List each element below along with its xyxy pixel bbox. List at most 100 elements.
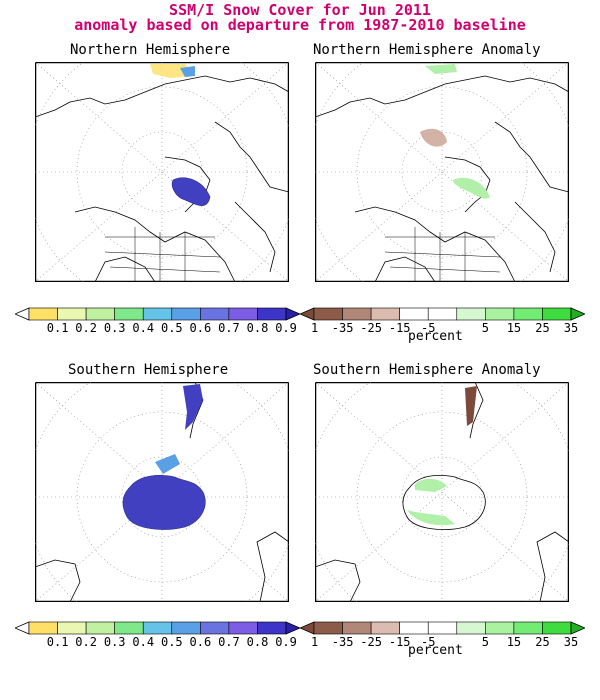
colorbar-tick-label: -5	[421, 321, 436, 335]
colorbar-tick-label: 15	[506, 635, 522, 649]
colorbar-tick-label: 0.3	[103, 321, 126, 335]
colorbar-tick-label: -25	[360, 635, 382, 649]
colorbar-swatch	[171, 307, 201, 321]
colorbar-swatch	[200, 621, 230, 635]
coastlines	[315, 75, 569, 282]
colorbar-snow-cover	[15, 307, 300, 321]
colorbar-tick-label: -15	[388, 321, 411, 335]
colorbar-tick-label: 0.2	[75, 635, 97, 649]
colorbar-swatch	[399, 307, 429, 321]
panel-title-nh-anomaly: Northern Hemisphere Anomaly	[313, 42, 541, 58]
colorbar-tick-label: -35	[331, 635, 354, 649]
colorbar-swatch	[171, 621, 201, 635]
snow-cover-peninsula	[155, 454, 180, 474]
colorbar-swatch	[28, 621, 58, 635]
colorbar-tick-label: 5	[481, 321, 489, 335]
colorbar-tick-label: 0.9	[275, 321, 297, 335]
colorbar-swatch	[456, 621, 486, 635]
anomaly-positive-antarctica-north	[415, 478, 447, 492]
colorbar-swatch	[142, 307, 173, 321]
colorbar-tick-label: 5	[481, 635, 489, 649]
colorbar-swatch	[427, 307, 458, 321]
colorbar-tick-label: -15	[388, 635, 411, 649]
colorbar-swatch	[399, 621, 429, 635]
colorbar-swatch	[485, 307, 515, 321]
panel-title-nh: Northern Hemisphere	[70, 42, 231, 58]
colorbar-unit-nh: percent	[408, 329, 463, 344]
map-southern-hemisphere	[35, 382, 289, 602]
colorbar-tick-label: 0.7	[218, 321, 240, 335]
colorbar-swatch	[485, 621, 515, 635]
colorbar-swatch	[85, 621, 115, 635]
anomaly-negative-andes	[465, 386, 477, 426]
colorbar-anomaly	[300, 307, 585, 321]
colorbar-tick-label: -5	[421, 635, 436, 649]
colorbar-arrow-high	[570, 307, 585, 321]
colorbar-tick-label: 0.4	[132, 321, 155, 335]
colorbar-tick-label: 0.4	[132, 635, 155, 649]
colorbar-arrow-low	[15, 307, 30, 321]
panel-title-sh: Southern Hemisphere	[68, 362, 229, 378]
colorbar-tick-label: -25	[360, 321, 382, 335]
colorbar-swatch	[542, 307, 572, 321]
political-boundaries	[104, 227, 221, 282]
colorbar-tick-label: 35	[563, 321, 579, 335]
graticule	[315, 382, 569, 602]
colorbar-arrow-high	[285, 307, 300, 321]
colorbar-swatch	[313, 307, 343, 321]
colorbar-swatch	[456, 307, 486, 321]
colorbar-tick-label: 1	[310, 321, 319, 335]
colorbar-swatch	[427, 621, 458, 635]
colorbar-arrow-low	[15, 621, 30, 635]
snow-cover-andes	[183, 384, 203, 430]
figure-title: SSM/I Snow Cover for Jun 2011	[169, 1, 431, 19]
colorbar-tick-label: 0.6	[189, 321, 212, 335]
colorbar-tick-label: 1	[310, 635, 319, 649]
colorbar-swatch	[57, 621, 87, 635]
anomaly-positive-antarctica-south	[407, 510, 455, 526]
colorbar-swatch	[114, 307, 144, 321]
colorbar-swatch	[257, 307, 287, 321]
colorbar-tick-label: 25	[535, 635, 550, 649]
colorbar-anomaly-sh	[300, 621, 585, 635]
colorbar-swatch	[542, 621, 572, 635]
colorbar-swatch	[513, 621, 543, 635]
colorbar-tick-label: 0.7	[218, 635, 240, 649]
colorbar-swatch	[513, 307, 543, 321]
colorbar-tick-label: 0.2	[75, 321, 97, 335]
colorbar-swatch	[228, 307, 258, 321]
colorbar-tick-label: 0.5	[160, 635, 183, 649]
colorbar-tick-label: 35	[563, 635, 579, 649]
colorbar-swatch	[142, 621, 173, 635]
colorbar-tick-label: 0.6	[189, 635, 212, 649]
graticule	[315, 62, 569, 282]
colorbar-tick-label: -35	[331, 321, 354, 335]
colorbar-swatch	[28, 307, 58, 321]
map-northern-hemisphere-anomaly	[315, 62, 569, 282]
anomaly-negative-siberia	[420, 128, 447, 147]
colorbar-tick-label: 0.8	[246, 321, 269, 335]
colorbar-arrow-low	[300, 307, 315, 321]
colorbar-arrow-high	[570, 621, 585, 635]
panel-title-sh-anomaly: Southern Hemisphere Anomaly	[313, 362, 541, 378]
colorbar-swatch	[200, 307, 230, 321]
colorbar-arrow-high	[285, 621, 300, 635]
colorbar-swatch	[257, 621, 287, 635]
figure-subtitle: anomaly based on departure from 1987-201…	[74, 16, 526, 34]
anomaly-positive-arctic	[425, 64, 457, 74]
graticule	[35, 62, 289, 282]
map-southern-hemisphere-anomaly	[315, 382, 569, 602]
colorbar-unit-sh: percent	[408, 643, 463, 658]
snow-cover-hudson	[171, 177, 211, 206]
anomaly-positive-hudson	[453, 177, 490, 199]
colorbar-swatch	[370, 307, 400, 321]
colorbar-swatch	[85, 307, 115, 321]
colorbar-swatch	[313, 621, 343, 635]
colorbar-tick-label: 0.9	[275, 635, 297, 649]
colorbar-snow-cover-sh	[15, 621, 300, 635]
snow-cover-antarctica	[122, 475, 206, 530]
colorbar-swatch	[370, 621, 400, 635]
colorbar-tick-label: 0.8	[246, 635, 269, 649]
coastlines	[315, 382, 569, 602]
colorbar-arrow-low	[300, 621, 315, 635]
